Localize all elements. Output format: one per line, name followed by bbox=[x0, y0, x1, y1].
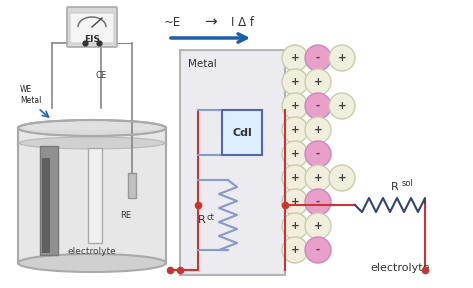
Circle shape bbox=[282, 165, 308, 191]
Circle shape bbox=[282, 189, 308, 215]
Circle shape bbox=[329, 165, 355, 191]
Text: +: + bbox=[314, 125, 323, 135]
Text: +: + bbox=[338, 53, 346, 63]
Ellipse shape bbox=[18, 254, 166, 272]
Polygon shape bbox=[128, 173, 136, 198]
Text: +: + bbox=[290, 77, 299, 87]
Text: I Δ f: I Δ f bbox=[230, 16, 254, 29]
Text: +: + bbox=[314, 173, 323, 183]
Circle shape bbox=[282, 237, 308, 263]
FancyBboxPatch shape bbox=[70, 13, 114, 43]
Polygon shape bbox=[42, 158, 50, 253]
Circle shape bbox=[305, 237, 331, 263]
Text: +: + bbox=[290, 245, 299, 255]
Text: -: - bbox=[316, 53, 320, 63]
Text: +: + bbox=[290, 53, 299, 63]
Text: +: + bbox=[338, 173, 346, 183]
Text: +: + bbox=[290, 149, 299, 159]
Text: +: + bbox=[314, 77, 323, 87]
Text: -: - bbox=[316, 149, 320, 159]
Text: CE: CE bbox=[96, 71, 106, 79]
Circle shape bbox=[305, 45, 331, 71]
Circle shape bbox=[282, 141, 308, 167]
Text: R: R bbox=[391, 182, 399, 192]
Polygon shape bbox=[19, 130, 165, 262]
Text: +: + bbox=[338, 101, 346, 111]
Circle shape bbox=[329, 45, 355, 71]
Polygon shape bbox=[40, 146, 58, 255]
Bar bbox=[222, 110, 262, 155]
Text: R: R bbox=[198, 215, 206, 225]
Circle shape bbox=[305, 165, 331, 191]
FancyBboxPatch shape bbox=[67, 7, 117, 47]
Text: RE: RE bbox=[121, 211, 131, 219]
Text: -: - bbox=[316, 197, 320, 207]
Circle shape bbox=[282, 45, 308, 71]
Text: -: - bbox=[316, 101, 320, 111]
Circle shape bbox=[305, 213, 331, 239]
Bar bbox=[180, 50, 285, 275]
Text: +: + bbox=[290, 101, 299, 111]
Text: sol: sol bbox=[402, 179, 414, 189]
Circle shape bbox=[305, 117, 331, 143]
Ellipse shape bbox=[18, 120, 166, 136]
Text: →: → bbox=[203, 14, 216, 29]
Polygon shape bbox=[88, 148, 102, 243]
Circle shape bbox=[282, 213, 308, 239]
Circle shape bbox=[305, 189, 331, 215]
Circle shape bbox=[282, 69, 308, 95]
Circle shape bbox=[282, 93, 308, 119]
Circle shape bbox=[305, 141, 331, 167]
Text: electrolyte: electrolyte bbox=[68, 247, 116, 255]
Text: electrolyte: electrolyte bbox=[370, 263, 430, 273]
Circle shape bbox=[282, 117, 308, 143]
Text: WE
Metal: WE Metal bbox=[20, 85, 41, 105]
Text: ct: ct bbox=[206, 213, 214, 221]
Text: EIS: EIS bbox=[84, 35, 100, 44]
Text: Cdl: Cdl bbox=[232, 128, 252, 137]
Text: +: + bbox=[290, 125, 299, 135]
Circle shape bbox=[305, 69, 331, 95]
Text: -: - bbox=[316, 245, 320, 255]
Text: +: + bbox=[290, 173, 299, 183]
Text: +: + bbox=[290, 197, 299, 207]
Text: ~E: ~E bbox=[163, 16, 181, 29]
Text: +: + bbox=[314, 221, 323, 231]
Text: Metal: Metal bbox=[188, 59, 217, 69]
Circle shape bbox=[329, 93, 355, 119]
Ellipse shape bbox=[19, 137, 165, 149]
Circle shape bbox=[305, 93, 331, 119]
Text: +: + bbox=[290, 221, 299, 231]
